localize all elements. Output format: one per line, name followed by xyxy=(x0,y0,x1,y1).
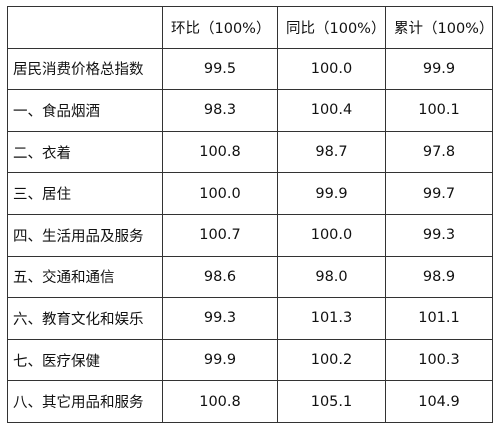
yoy-value: 98.7 xyxy=(277,130,386,174)
cumulative-value: 99.7 xyxy=(385,172,493,215)
row-label: 一、食品烟酒 xyxy=(7,89,163,132)
cumulative-value: 100.1 xyxy=(385,89,493,132)
table-row: 八、其它用品和服务 100.8 105.1 104.9 xyxy=(7,380,493,423)
table-row: 五、交通和通信 98.6 98.0 98.9 xyxy=(7,255,493,299)
row-label: 七、医疗保健 xyxy=(7,338,163,382)
yoy-value: 99.9 xyxy=(277,172,386,215)
cumulative-value: 101.1 xyxy=(385,297,493,340)
cumulative-value: 104.9 xyxy=(385,380,493,423)
table-row: 七、医疗保健 99.9 100.2 100.3 xyxy=(7,338,493,382)
yoy-value: 98.0 xyxy=(277,255,386,299)
header-mom: 环比（100%） xyxy=(162,6,278,49)
yoy-value: 101.3 xyxy=(277,297,386,340)
table-row: 二、衣着 100.8 98.7 97.8 xyxy=(7,130,493,174)
mom-value: 100.8 xyxy=(162,130,278,174)
header-corner xyxy=(7,6,163,49)
cumulative-value: 97.8 xyxy=(385,130,493,174)
table-row: 三、居住 100.0 99.9 99.7 xyxy=(7,172,493,215)
cumulative-value: 99.9 xyxy=(385,47,493,91)
row-label: 五、交通和通信 xyxy=(7,255,163,299)
yoy-value: 100.2 xyxy=(277,338,386,382)
header-cumulative: 累计（100%） xyxy=(385,6,493,49)
mom-value: 100.7 xyxy=(162,213,278,257)
cumulative-value: 98.9 xyxy=(385,255,493,299)
mom-value: 98.3 xyxy=(162,89,278,132)
row-label: 三、居住 xyxy=(7,172,163,215)
cumulative-value: 99.3 xyxy=(385,213,493,257)
header-row: 环比（100%） 同比（100%） 累计（100%） xyxy=(7,6,493,49)
mom-value: 98.6 xyxy=(162,255,278,299)
yoy-value: 100.0 xyxy=(277,47,386,91)
header-yoy: 同比（100%） xyxy=(277,6,386,49)
row-label: 四、生活用品及服务 xyxy=(7,213,163,257)
mom-value: 100.8 xyxy=(162,380,278,423)
table-row: 一、食品烟酒 98.3 100.4 100.1 xyxy=(7,89,493,132)
table-row: 居民消费价格总指数 99.5 100.0 99.9 xyxy=(7,47,493,91)
row-label: 居民消费价格总指数 xyxy=(7,47,163,91)
yoy-value: 100.4 xyxy=(277,89,386,132)
row-label: 二、衣着 xyxy=(7,130,163,174)
cumulative-value: 100.3 xyxy=(385,338,493,382)
mom-value: 99.9 xyxy=(162,338,278,382)
mom-value: 99.5 xyxy=(162,47,278,91)
yoy-value: 100.0 xyxy=(277,213,386,257)
table-row: 四、生活用品及服务 100.7 100.0 99.3 xyxy=(7,213,493,257)
yoy-value: 105.1 xyxy=(277,380,386,423)
mom-value: 99.3 xyxy=(162,297,278,340)
row-label: 八、其它用品和服务 xyxy=(7,380,163,423)
cpi-table: 环比（100%） 同比（100%） 累计（100%） 居民消费价格总指数 99.5… xyxy=(7,6,493,423)
table-row: 六、教育文化和娱乐 99.3 101.3 101.1 xyxy=(7,297,493,340)
mom-value: 100.0 xyxy=(162,172,278,215)
row-label: 六、教育文化和娱乐 xyxy=(7,297,163,340)
